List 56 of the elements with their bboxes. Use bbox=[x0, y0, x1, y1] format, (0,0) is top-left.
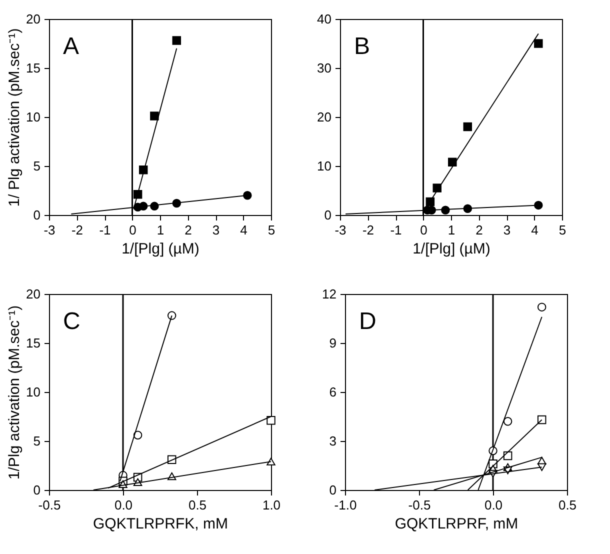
y-tick-label: 20 bbox=[317, 110, 332, 124]
y-tick-label: 5 bbox=[33, 434, 40, 448]
x-tick-label: 5 bbox=[268, 222, 276, 238]
annotation: A bbox=[63, 33, 80, 60]
x-axis-title: 1/[Plg] (µM) bbox=[122, 240, 200, 258]
y-tick-label: 5 bbox=[33, 158, 40, 174]
y-tick-label: 0 bbox=[33, 208, 40, 222]
x-tick-label: 1.0 bbox=[262, 498, 281, 512]
y-tick-label: 12 bbox=[322, 286, 336, 302]
x-axis-title: GQKTLRPRF, mM bbox=[394, 516, 518, 532]
x-tick-label: 0.5 bbox=[558, 498, 577, 512]
x-tick-label: 4 bbox=[240, 222, 248, 238]
x-tick-label: -2 bbox=[362, 222, 374, 238]
y-tick-label: 9 bbox=[329, 336, 336, 350]
y-tick-label: 0 bbox=[329, 482, 336, 498]
x-tick-label: -2 bbox=[71, 222, 84, 238]
x-tick-label: 2 bbox=[184, 222, 192, 238]
x-axis-title: GQKTLRPRFK, mM bbox=[92, 516, 228, 532]
annotation: C bbox=[63, 308, 80, 335]
y-tick-label: 6 bbox=[329, 384, 336, 400]
y-tick-label: 40 bbox=[317, 12, 332, 26]
x-tick-label: 2 bbox=[476, 222, 483, 238]
x-tick-label: 4 bbox=[531, 222, 538, 238]
annotation: B bbox=[354, 33, 370, 60]
y-axis-title: 1/Plg activation (pM.sec⁻¹) bbox=[6, 305, 24, 480]
y-tick-label: 0 bbox=[33, 482, 40, 498]
x-tick-label: -1.0 bbox=[334, 498, 357, 512]
y-tick-label: 15 bbox=[26, 60, 40, 76]
x-tick-label: 1 bbox=[156, 222, 164, 238]
x-tick-label: 3 bbox=[503, 222, 511, 238]
x-tick-label: 0 bbox=[420, 222, 428, 238]
y-tick-label: 30 bbox=[317, 60, 332, 76]
x-tick-label: 0 bbox=[129, 222, 136, 238]
y-axis-title: 1/ Plg activation (pM.sec⁻¹) bbox=[6, 28, 24, 207]
x-tick-label: -0.5 bbox=[408, 498, 431, 512]
y-tick-label: 20 bbox=[26, 12, 40, 26]
x-tick-label: 0.5 bbox=[188, 498, 207, 512]
x-tick-label: -3 bbox=[334, 222, 346, 238]
x-tick-label: -1 bbox=[390, 222, 402, 238]
x-tick-label: 3 bbox=[212, 222, 220, 238]
y-tick-label: 3 bbox=[329, 434, 336, 448]
y-tick-label: 0 bbox=[324, 208, 332, 222]
x-tick-label: 1 bbox=[448, 222, 456, 238]
x-tick-label: 0.0 bbox=[484, 498, 503, 512]
y-tick-label: 10 bbox=[26, 384, 40, 400]
x-tick-label: 0.0 bbox=[114, 498, 133, 512]
y-tick-label: 20 bbox=[26, 286, 40, 302]
x-tick-label: -0.5 bbox=[38, 498, 61, 512]
y-tick-label: 10 bbox=[26, 110, 40, 124]
x-tick-label: 5 bbox=[558, 222, 566, 238]
x-tick-label: -1 bbox=[99, 222, 111, 238]
y-tick-label: 10 bbox=[317, 158, 332, 174]
x-axis-title: 1/[Plg] (µM) bbox=[412, 240, 490, 258]
y-tick-label: 15 bbox=[26, 336, 40, 350]
annotation: D bbox=[359, 308, 376, 335]
x-tick-label: -3 bbox=[44, 222, 56, 238]
